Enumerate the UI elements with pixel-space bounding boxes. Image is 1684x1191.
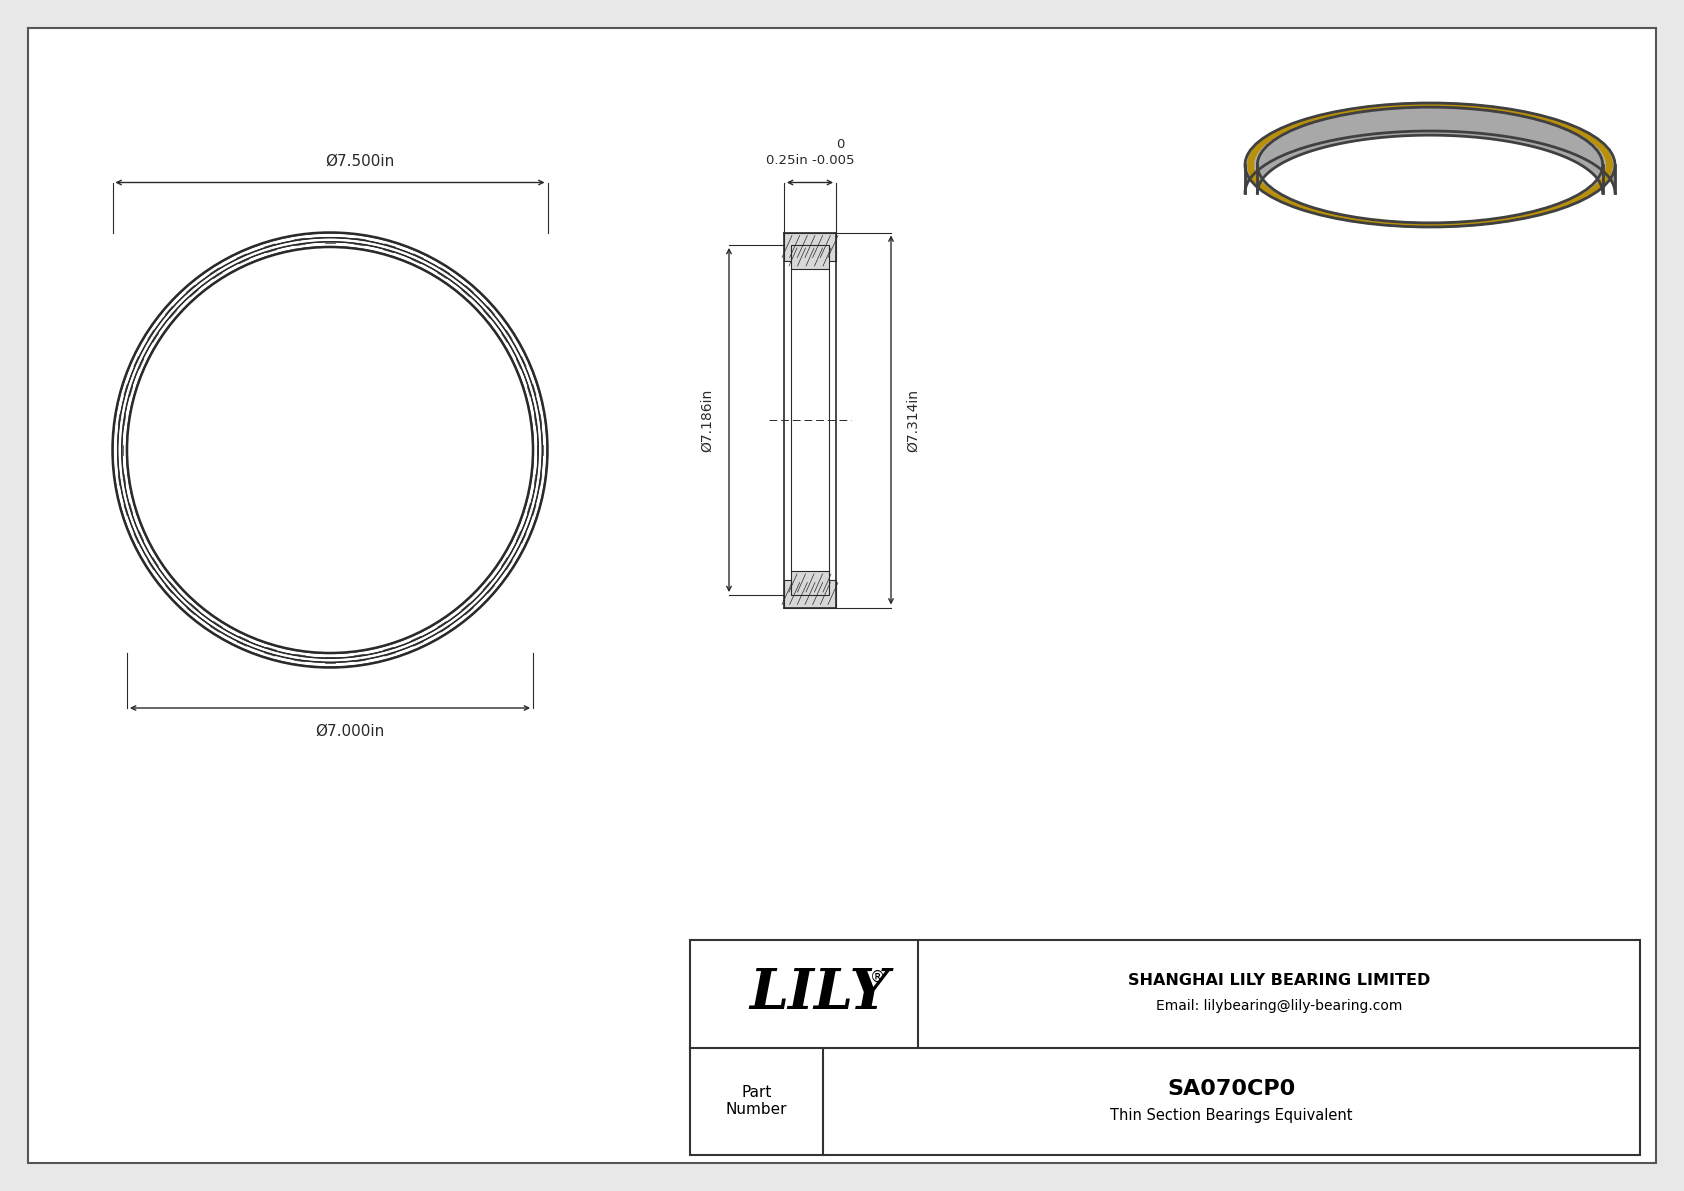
Polygon shape — [1244, 102, 1615, 193]
Bar — [785, 580, 835, 607]
Text: 0.25in -0.005: 0.25in -0.005 — [766, 154, 854, 167]
Text: Ø7.186in: Ø7.186in — [701, 388, 714, 451]
Text: Ø7.314in: Ø7.314in — [906, 388, 919, 451]
Text: SA070CP0: SA070CP0 — [1167, 1079, 1295, 1099]
Bar — [690, 940, 1640, 1155]
Polygon shape — [1244, 102, 1615, 227]
Text: Thin Section Bearings Equivalent: Thin Section Bearings Equivalent — [1110, 1108, 1352, 1123]
Text: Ø7.000in: Ø7.000in — [315, 724, 384, 738]
Text: Part
Number: Part Number — [726, 1085, 786, 1117]
Text: SHANGHAI LILY BEARING LIMITED: SHANGHAI LILY BEARING LIMITED — [1128, 973, 1430, 989]
Polygon shape — [1258, 107, 1603, 193]
Text: Ø7.500in: Ø7.500in — [325, 154, 394, 168]
Text: 0: 0 — [835, 137, 844, 150]
Text: LILY: LILY — [749, 966, 889, 1021]
Text: Email: lilybearing@lily-bearing.com: Email: lilybearing@lily-bearing.com — [1155, 999, 1403, 1012]
Bar — [791, 245, 829, 269]
Text: ®: ® — [871, 971, 886, 985]
Bar — [791, 570, 829, 596]
Bar — [785, 232, 835, 261]
